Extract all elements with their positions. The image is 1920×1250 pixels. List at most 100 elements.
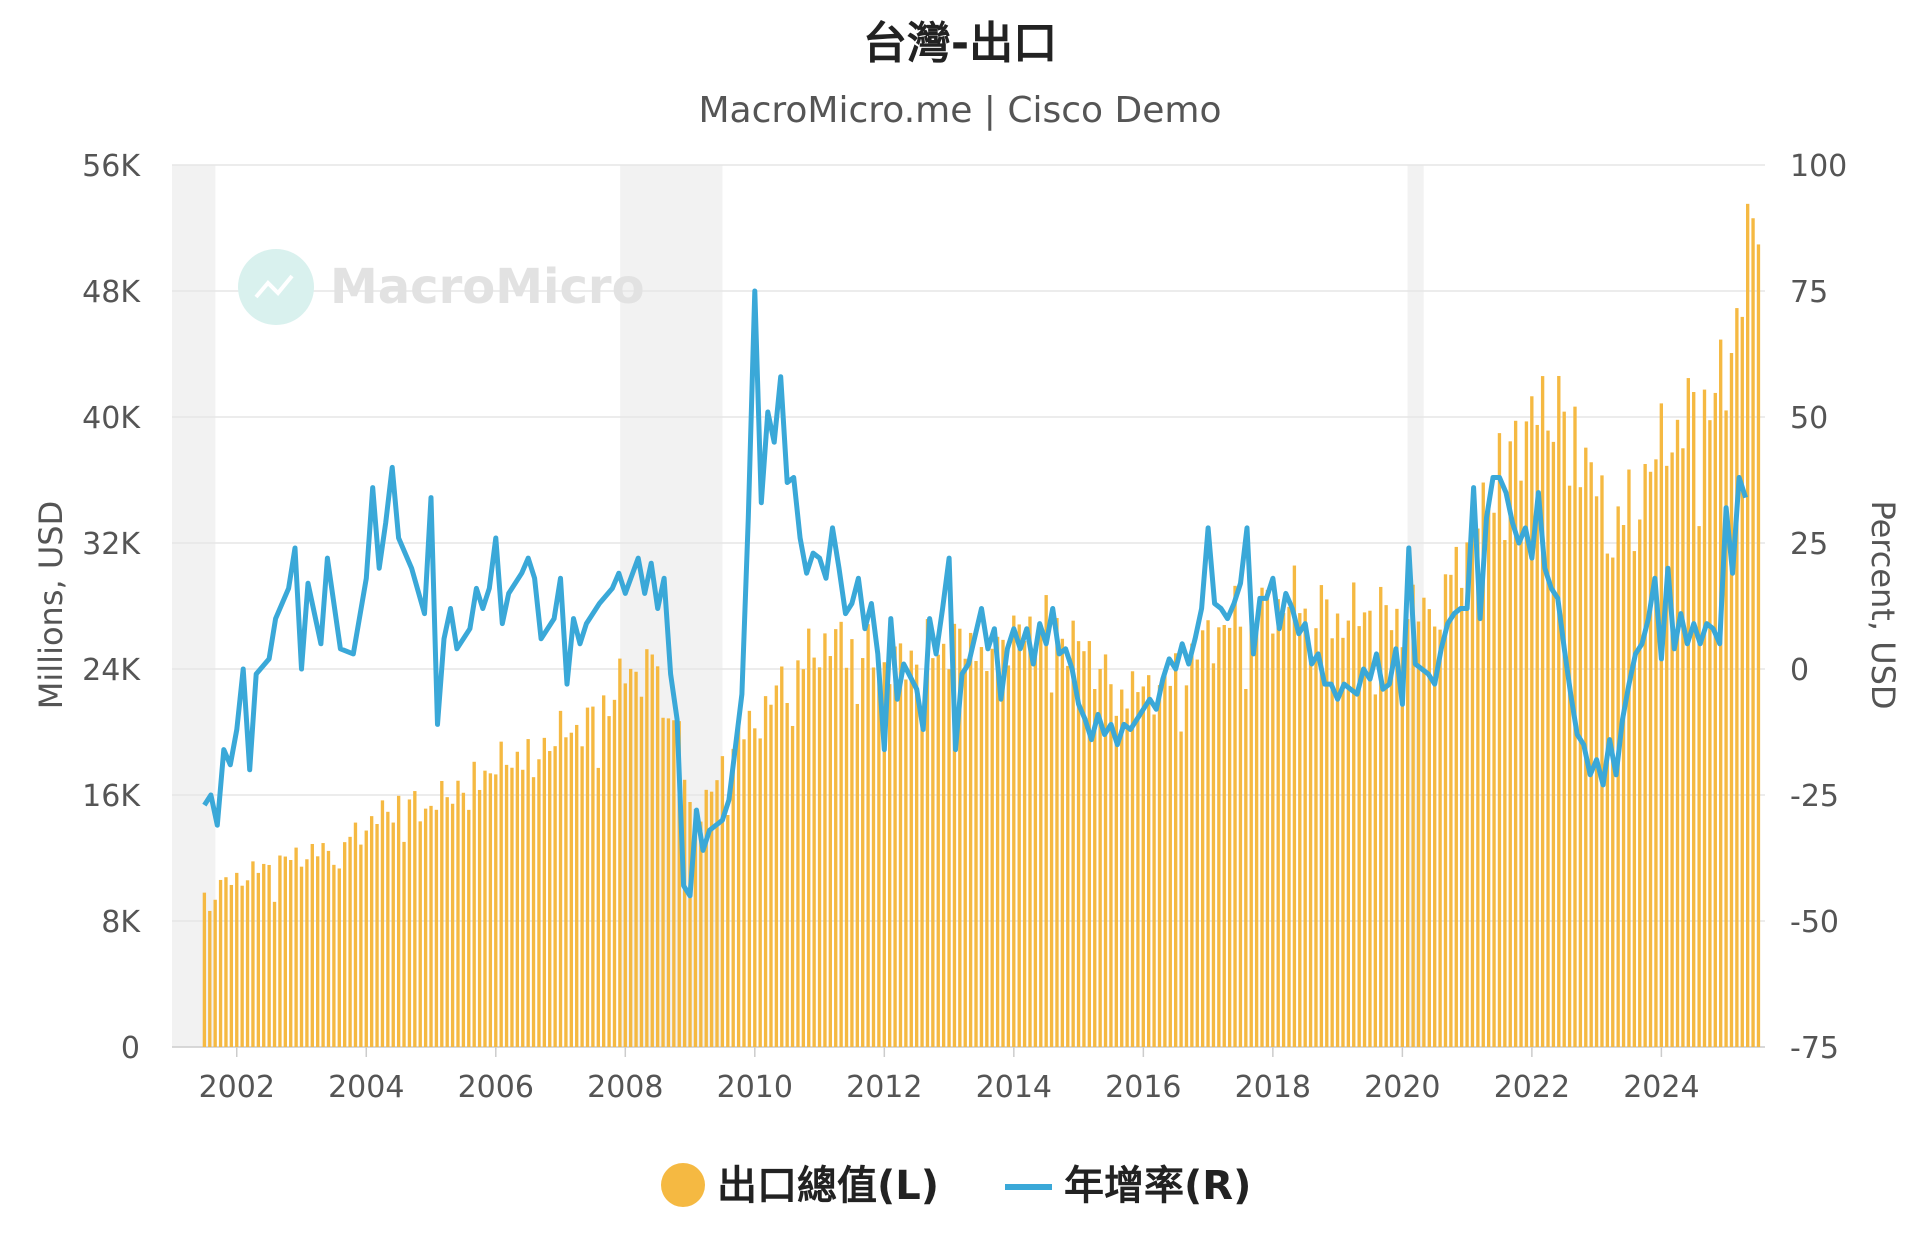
bar (467, 809, 471, 1047)
bar (655, 666, 660, 1047)
bar (979, 647, 984, 1047)
bar (1470, 502, 1475, 1047)
bar (1713, 392, 1717, 1047)
bar (1578, 487, 1583, 1047)
bar (1411, 584, 1415, 1047)
x-tick-label: 2002 (199, 1070, 275, 1105)
bar (596, 767, 600, 1047)
bar (1400, 647, 1404, 1047)
x-tick-label: 2010 (717, 1070, 793, 1105)
bar (1497, 433, 1502, 1048)
bar (1168, 685, 1172, 1047)
left-tick-label: 8K (101, 905, 141, 940)
bar (305, 859, 309, 1047)
bar (715, 780, 719, 1047)
bar (1087, 641, 1092, 1047)
bar (925, 619, 930, 1047)
bar (407, 799, 412, 1047)
right-tick-label: 25 (1790, 527, 1828, 562)
bar (677, 721, 681, 1047)
recession-band-0 (172, 165, 216, 1047)
bar (904, 679, 908, 1047)
bar (1702, 389, 1707, 1047)
bar (914, 664, 919, 1047)
bar (1697, 526, 1701, 1047)
bar (920, 713, 924, 1047)
bar (931, 658, 935, 1047)
legend-item-yoy[interactable]: 年增率(R) (1005, 1163, 1251, 1209)
bar (839, 621, 843, 1047)
bar (575, 724, 579, 1047)
bar (1406, 619, 1410, 1047)
left-tick-label: 48K (82, 275, 141, 310)
chart-title: 台灣-出口 (863, 18, 1057, 69)
bar (1055, 618, 1059, 1047)
bar (1670, 452, 1674, 1047)
legend-item-exports[interactable]: 出口總值(L) (661, 1163, 939, 1209)
bar (1508, 441, 1512, 1047)
bar (515, 751, 520, 1047)
bar (364, 830, 368, 1047)
bar (1611, 557, 1615, 1047)
bar (882, 662, 886, 1047)
bar (963, 658, 967, 1047)
right-tick-label: 75 (1790, 275, 1828, 310)
bar (310, 843, 314, 1047)
bar (1433, 626, 1437, 1047)
bar (1438, 629, 1442, 1047)
bar (1368, 610, 1372, 1047)
bar (682, 779, 687, 1047)
bar (531, 777, 536, 1047)
bar (774, 685, 779, 1047)
bar (612, 699, 617, 1047)
bar (418, 821, 422, 1047)
left-tick-label: 0 (121, 1031, 140, 1066)
bar (666, 718, 671, 1047)
bar (235, 872, 239, 1047)
bar (888, 684, 892, 1047)
bar (877, 678, 881, 1047)
watermark-icon-line (254, 274, 294, 299)
legend-label-yoy: 年增率(R) (1064, 1163, 1251, 1209)
bar (1654, 459, 1658, 1047)
bar (693, 808, 698, 1047)
bar (289, 860, 293, 1047)
bar (1427, 609, 1431, 1047)
bar (229, 884, 234, 1047)
bar-series-exports (202, 203, 1761, 1048)
watermark-text: MacroMicro (330, 259, 645, 315)
bar (558, 710, 563, 1047)
bar (396, 795, 401, 1047)
bar (1217, 627, 1221, 1047)
bar (1195, 659, 1199, 1047)
bar (1006, 665, 1011, 1047)
bar (337, 868, 341, 1047)
bar (1039, 629, 1043, 1047)
bar (758, 738, 762, 1047)
bar (1546, 430, 1550, 1047)
bar (1227, 627, 1232, 1047)
x-tick-label: 2024 (1623, 1070, 1699, 1105)
left-tick-label: 32K (82, 527, 141, 562)
bar (1352, 582, 1356, 1047)
bar (1551, 441, 1556, 1047)
left-tick-label: 16K (82, 779, 141, 814)
right-axis-title: Percent, USD (1864, 500, 1902, 709)
bar (828, 656, 833, 1047)
bar (202, 892, 207, 1047)
bar (1044, 595, 1048, 1047)
x-tick-label: 2006 (458, 1070, 534, 1105)
bar (1238, 626, 1243, 1047)
bar (1157, 685, 1162, 1047)
bar (1017, 624, 1021, 1047)
bar (213, 899, 217, 1047)
bar (1648, 471, 1653, 1047)
bar (1206, 620, 1210, 1047)
bar (1082, 651, 1086, 1047)
bar (1163, 673, 1167, 1047)
bar (256, 872, 261, 1047)
bar (1756, 244, 1761, 1047)
line-series-yoy (202, 288, 1748, 899)
bar (607, 716, 611, 1047)
